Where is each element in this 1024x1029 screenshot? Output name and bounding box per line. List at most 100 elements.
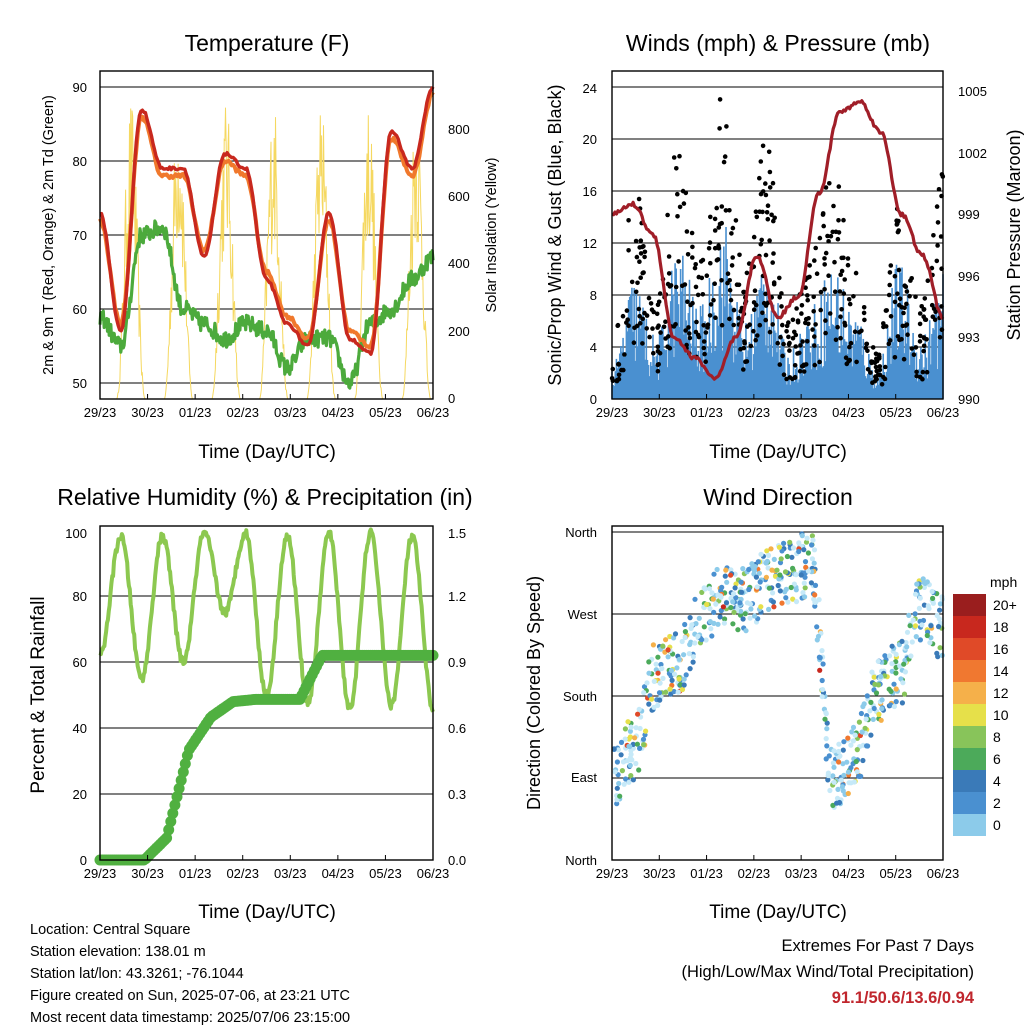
gust-point: [724, 124, 729, 129]
direction-point: [706, 586, 713, 592]
direction-point: [870, 716, 876, 723]
direction-point: [746, 566, 752, 573]
direction-point: [800, 590, 806, 596]
direction-point: [826, 753, 832, 759]
gust-point: [777, 295, 782, 300]
gust-point: [690, 255, 695, 260]
direction-point: [660, 643, 666, 649]
gust-point: [779, 304, 784, 309]
direction-point: [714, 566, 720, 573]
gust-point: [692, 265, 698, 271]
direction-point: [937, 601, 944, 607]
gust-point: [895, 291, 900, 297]
direction-point: [891, 703, 898, 710]
x-tick-label: 02/23: [226, 405, 259, 420]
gust-point: [667, 284, 673, 289]
direction-point: [746, 586, 752, 593]
gust-point: [801, 362, 807, 368]
direction-point: [737, 600, 743, 606]
direction-point: [611, 746, 617, 752]
precipitation-point: [171, 791, 183, 803]
direction-point: [656, 690, 663, 696]
gust-point: [805, 297, 810, 303]
humidity-plot-frame: [99, 525, 434, 861]
gust-point: [931, 233, 936, 238]
gust-point: [786, 334, 791, 340]
gust-point: [754, 214, 760, 220]
gust-point: [761, 300, 767, 306]
gust-point: [706, 246, 712, 251]
gust-point: [901, 356, 907, 362]
direction-point: [799, 533, 805, 539]
direction-point: [747, 601, 754, 607]
dewpoint-line: [98, 219, 435, 390]
direction-point: [801, 580, 807, 586]
y2-tick: 0.9: [448, 655, 466, 670]
direction-point: [663, 637, 669, 643]
gust-point: [644, 326, 649, 331]
direction-point: [757, 579, 763, 585]
y2-tick: 600: [448, 189, 470, 204]
gust-point: [763, 192, 769, 198]
gust-point: [703, 330, 709, 335]
direction-point: [627, 728, 634, 734]
direction-point: [721, 620, 728, 626]
direction-point: [718, 608, 724, 614]
direction-point: [865, 743, 871, 749]
humidity-title: Relative Humidity (%) & Precipitation (i…: [57, 484, 472, 510]
winds-plot-frame: [611, 70, 944, 400]
direction-point: [805, 550, 812, 556]
direction-point: [796, 540, 802, 546]
gust-point: [764, 210, 770, 215]
recent-timestamp: Most recent data timestamp: 2025/07/06 2…: [30, 1010, 351, 1026]
gust-point: [938, 234, 944, 239]
direction-point: [836, 748, 842, 755]
direction-point: [682, 634, 688, 641]
gust-point: [813, 322, 818, 327]
winds-y-right-ticks: 990 993 996 999 1002 1005: [958, 84, 987, 407]
x-tick-label: 05/23: [879, 866, 912, 881]
gust-point: [705, 322, 711, 328]
direction-point: [908, 653, 914, 659]
gust-point: [671, 155, 677, 160]
winds-y-left-ticks: 0 4 8 12 16 20 24: [583, 81, 597, 407]
gust-point: [792, 363, 798, 368]
gust-point: [727, 316, 732, 322]
x-tick-label: 06/23: [417, 866, 450, 881]
direction-point: [858, 710, 865, 717]
direction-point: [637, 745, 643, 752]
direction-point: [814, 624, 820, 630]
gust-point: [832, 289, 838, 295]
colorbar-label: 10: [993, 707, 1009, 723]
gust-point: [935, 220, 941, 225]
temperature-y-right-ticks: 0 200 400 600 800: [448, 122, 470, 406]
direction-y-ticks: North West South East North: [563, 525, 597, 868]
gust-point: [620, 313, 626, 319]
gust-point: [835, 324, 840, 330]
direction-point: [850, 724, 857, 731]
gust-point: [717, 97, 723, 102]
direction-point: [632, 735, 638, 741]
gust-point: [767, 185, 773, 190]
direction-point: [830, 773, 836, 779]
direction-point: [628, 724, 634, 730]
direction-point: [628, 773, 634, 779]
direction-point: [871, 674, 877, 680]
direction-point: [835, 786, 841, 793]
gust-point: [772, 215, 777, 221]
direction-point: [849, 729, 855, 735]
gust-point: [818, 307, 823, 313]
gust-point: [681, 201, 687, 206]
gust-point: [920, 376, 925, 382]
humidity-plot: [94, 527, 439, 866]
direction-point: [779, 548, 785, 554]
gust-point: [838, 272, 843, 278]
direction-point: [704, 601, 710, 608]
gust-point: [684, 229, 690, 234]
gust-point: [922, 296, 928, 301]
station-location: Location: Central Square: [30, 922, 191, 938]
direction-point: [732, 585, 738, 591]
y-tick: 50: [73, 376, 87, 391]
direction-point: [810, 537, 816, 543]
x-tick-label: 03/23: [785, 866, 818, 881]
